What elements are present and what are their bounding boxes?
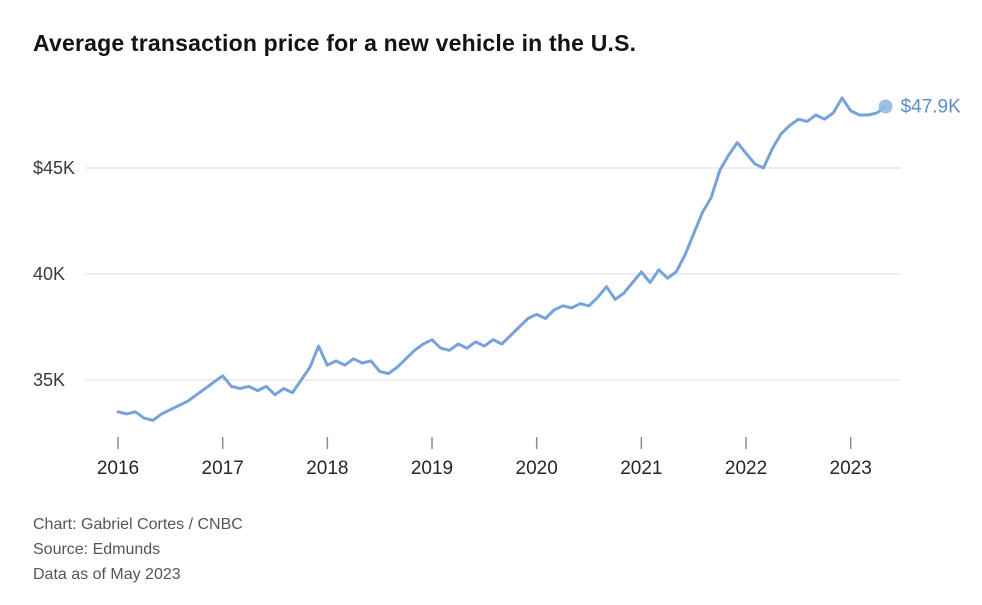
end-value-label: $47.9K [901, 97, 962, 118]
x-axis-label: 2018 [306, 458, 348, 479]
x-axis-label: 2023 [830, 458, 872, 479]
x-axis-label: 2016 [97, 458, 139, 479]
chart-footer: Chart: Gabriel Cortes / CNBC Source: Edm… [33, 512, 243, 587]
x-axis-label: 2022 [725, 458, 767, 479]
y-axis-label: 40K [33, 264, 65, 284]
y-axis-label: $45K [33, 158, 75, 178]
end-point-marker [878, 99, 893, 114]
source-line: Source: Edmunds [33, 541, 161, 558]
x-axis-label: 2021 [620, 458, 662, 479]
asof-line: Data as of May 2023 [33, 566, 181, 583]
y-axis-label: 35K [33, 370, 65, 390]
x-axis-label: 2019 [411, 458, 453, 479]
x-axis-label: 2020 [516, 458, 558, 479]
chart-title: Average transaction price for a new vehi… [33, 30, 637, 56]
x-axis-label: 2017 [202, 458, 244, 479]
credit-line: Chart: Gabriel Cortes / CNBC [33, 516, 243, 533]
price-line [116, 96, 888, 422]
